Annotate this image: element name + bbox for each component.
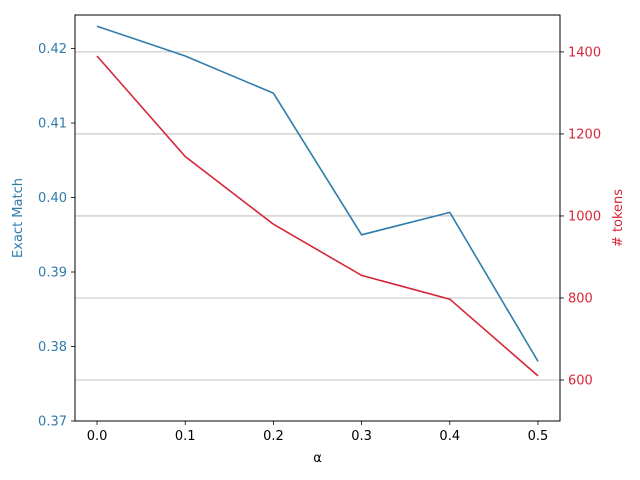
- x-tick-label: 0.3: [351, 429, 372, 444]
- plot-frame: [74, 14, 561, 422]
- right-y-tick-label: 1000: [568, 209, 601, 224]
- grid: [75, 51, 560, 381]
- left-y-tick-label: 0.41: [38, 117, 67, 132]
- x-axis: 0.0 0.1 0.2 0.3 0.4 0.5: [87, 421, 549, 444]
- series-lines: [96, 25, 539, 377]
- left-y-tick-label: 0.39: [38, 266, 67, 281]
- exact-match-line: [96, 25, 539, 362]
- left-y-axis-label: Exact Match: [11, 178, 26, 258]
- right-y-tick-label: 800: [568, 291, 593, 306]
- x-tick-label: 0.0: [87, 429, 108, 444]
- x-tick-label: 0.1: [175, 429, 196, 444]
- left-y-tick-label: 0.38: [38, 340, 67, 355]
- left-y-tick-label: 0.42: [38, 42, 67, 57]
- left-y-tick-label: 0.37: [38, 415, 67, 430]
- x-tick-label: 0.5: [528, 429, 549, 444]
- right-y-tick-label: 600: [568, 373, 593, 388]
- x-axis-label: α: [313, 451, 322, 466]
- x-tick-label: 0.4: [439, 429, 460, 444]
- left-y-axis: 0.37 0.38 0.39 0.40 0.41 0.42: [38, 42, 75, 430]
- x-tick-label: 0.2: [263, 429, 284, 444]
- right-y-axis: 600 800 1000 1200 1400: [560, 45, 601, 388]
- tokens-line: [96, 55, 539, 377]
- left-y-tick-label: 0.40: [38, 191, 67, 206]
- right-y-tick-label: 1400: [568, 45, 601, 60]
- right-y-axis-label: # tokens: [611, 189, 626, 247]
- right-y-tick-label: 1200: [568, 127, 601, 142]
